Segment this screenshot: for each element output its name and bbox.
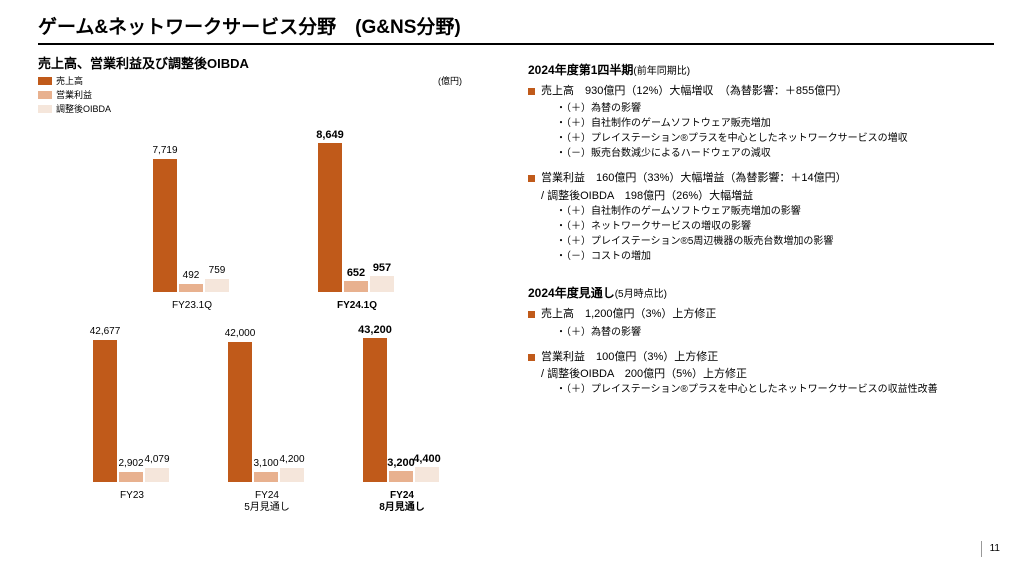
axis-label: FY23.1Q: [147, 300, 237, 312]
axis-label: FY23: [87, 490, 177, 514]
bar-value-label: 957: [362, 262, 402, 274]
legend-swatch: [38, 105, 52, 113]
heading-forecast: 2024年度見通し(5月時点比): [528, 284, 994, 301]
axis-label: FY24.1Q: [312, 300, 402, 312]
bullet-text: 売上高 1,200億円（3%）上方修正: [541, 307, 716, 322]
chart-quarterly: 7,719492759FY23.1Q8,649652957FY24.1Q: [38, 117, 508, 312]
bullet-sub: ・（＋）ネットワークサービスの増収の影響: [556, 219, 994, 234]
bar-value-label: 4,079: [137, 454, 177, 465]
bullet-sub: ・（＋）為替の影響: [556, 325, 994, 340]
legend-label: 営業利益: [56, 88, 92, 101]
chart-subtitle: 売上高、営業利益及び調整後OIBDA: [38, 53, 508, 72]
bullet-item: 営業利益 100億円（3%）上方修正: [528, 350, 994, 365]
bar-group: 8,649652957: [318, 143, 394, 292]
bullet-square-icon: [528, 311, 535, 318]
bullet-item: 営業利益 160億円（33%）大幅増益（為替影響：＋14億円）: [528, 171, 994, 186]
bar-group: 7,719492759: [153, 159, 229, 292]
bar-value-label: 42,677: [85, 326, 125, 337]
bar-value-label: 7,719: [145, 145, 185, 156]
bar-value-label: 4,200: [272, 454, 312, 465]
bar-value-label: 43,200: [355, 324, 395, 336]
bullet-extra: / 調整後OIBDA 200億円（5%）上方修正: [541, 367, 994, 382]
bar: 4,079: [145, 468, 169, 482]
bar: 652: [344, 281, 368, 292]
bullet-square-icon: [528, 175, 535, 182]
bar-value-label: 42,000: [220, 328, 260, 339]
bar-group: 43,2003,2004,400: [363, 338, 439, 482]
legend-item: 営業利益: [38, 88, 508, 101]
slide-title: ゲーム&ネットワークサービス分野 (G&NS分野): [38, 12, 994, 45]
legend-swatch: [38, 77, 52, 85]
bar: 759: [205, 279, 229, 292]
bar-group: 42,0003,1004,200: [228, 342, 304, 482]
legend-swatch: [38, 91, 52, 99]
axis-label: FY245月見通し: [222, 490, 312, 514]
bar-group: 42,6772,9024,079: [93, 340, 169, 482]
bullet-item: 売上高 1,200億円（3%）上方修正: [528, 307, 994, 322]
bullet-sub: ・（－）販売台数減少によるハードウェアの減収: [556, 146, 994, 161]
legend-label: 売上高: [56, 74, 83, 87]
bar-value-label: 4,400: [407, 453, 447, 465]
heading-q1: 2024年度第1四半期(前年同期比): [528, 61, 994, 78]
bullet-square-icon: [528, 354, 535, 361]
bullet-square-icon: [528, 88, 535, 95]
unit-label: (億円): [438, 74, 462, 87]
right-column: 2024年度第1四半期(前年同期比) 売上高 930億円（12%）大幅増収 （為…: [528, 53, 994, 514]
legend-item: 調整後OIBDA: [38, 102, 508, 115]
bar: 3,200: [389, 471, 413, 482]
bar: 2,902: [119, 472, 143, 482]
bullet-sub: ・（＋）自社制作のゲームソフトウェア販売増加: [556, 116, 994, 131]
bar: 4,400: [415, 467, 439, 482]
bar-value-label: 8,649: [310, 129, 350, 141]
bullet-text: 売上高 930億円（12%）大幅増収 （為替影響：＋855億円）: [541, 84, 847, 99]
bullet-sub: ・（＋）プレイステーション®5周辺機器の販売台数増加の影響: [556, 234, 994, 249]
bar-value-label: 759: [197, 265, 237, 276]
bullet-sub: ・（＋）為替の影響: [556, 101, 994, 116]
bullet-sub: ・（－）コストの増加: [556, 249, 994, 264]
legend-label: 調整後OIBDA: [56, 102, 111, 115]
bullet-text: 営業利益 100億円（3%）上方修正: [541, 350, 718, 365]
bar: 3,100: [254, 472, 278, 482]
bar: 492: [179, 284, 203, 292]
bullet-sub: ・（＋）プレイステーション®プラスを中心としたネットワークサービスの収益性改善: [556, 382, 994, 397]
bar: 957: [370, 276, 394, 292]
bullet-sub: ・（＋）自社制作のゲームソフトウェア販売増加の影響: [556, 204, 994, 219]
page-number: 11: [981, 541, 1000, 557]
bullet-sub: ・（＋）プレイステーション®プラスを中心としたネットワークサービスの増収: [556, 131, 994, 146]
bar: 4,200: [280, 468, 304, 482]
bullet-text: 営業利益 160億円（33%）大幅増益（為替影響：＋14億円）: [541, 171, 847, 186]
bullet-extra: / 調整後OIBDA 198億円（26%）大幅増益: [541, 189, 994, 204]
axis-label: FY248月見通し: [357, 490, 447, 514]
bullet-item: 売上高 930億円（12%）大幅増収 （為替影響：＋855億円）: [528, 84, 994, 99]
left-column: 売上高、営業利益及び調整後OIBDA 売上高営業利益調整後OIBDA (億円) …: [38, 53, 508, 514]
chart-annual: 42,6772,9024,079FY23 42,0003,1004,200FY2…: [38, 312, 508, 514]
